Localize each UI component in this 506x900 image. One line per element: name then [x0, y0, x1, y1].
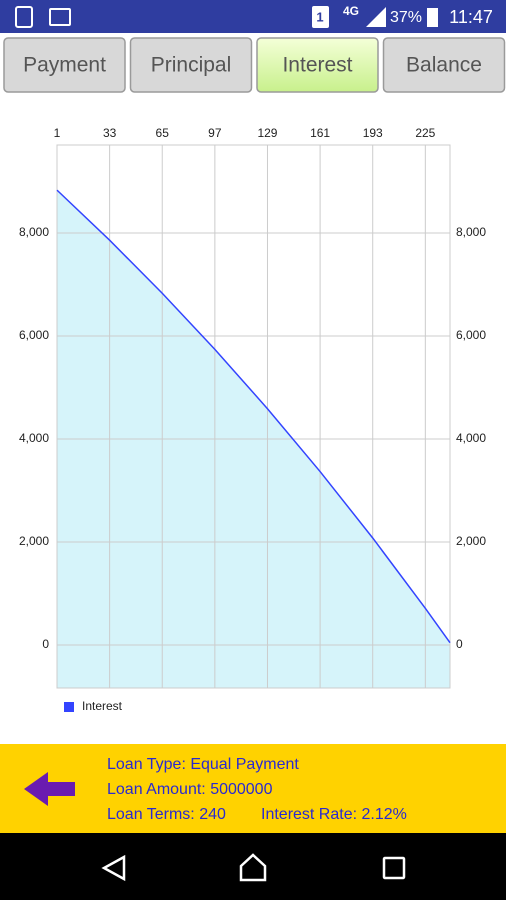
app-icon — [15, 6, 33, 28]
line — [56, 189, 451, 644]
y-tick-label-right: 4,000 — [456, 431, 486, 445]
tab-button[interactable] — [129, 37, 253, 93]
x-tick-label: 161 — [310, 126, 330, 140]
y-tick-label: 8,000 — [19, 225, 49, 239]
x-tick-label: 33 — [103, 126, 117, 140]
nav-recent[interactable] — [382, 856, 406, 880]
plot-frame — [56, 144, 451, 689]
status-bar — [0, 0, 506, 33]
x-tick-label: 65 — [156, 126, 170, 140]
time: 11:47 — [449, 7, 493, 27]
tab-label: Balance — [406, 54, 482, 77]
legend-swatch — [64, 702, 74, 712]
tab-label: Payment — [23, 54, 106, 77]
loan-type: Loan Type: Equal Payment — [107, 756, 299, 773]
interest-rate: Interest Rate: 2.12% — [261, 806, 407, 823]
loan-amount: Loan Amount: 5000000 — [107, 781, 273, 798]
image-icon — [49, 8, 71, 26]
legend-label: Interest — [82, 699, 123, 713]
x-tick-label: 97 — [208, 126, 222, 140]
x-tick-label: 225 — [415, 126, 435, 140]
nav-back[interactable] — [101, 854, 126, 882]
sim-icon — [312, 6, 329, 28]
y-tick-label: 6,000 — [19, 328, 49, 342]
back-button[interactable] — [24, 772, 75, 806]
tab-label: Principal — [151, 54, 232, 77]
battery-label: 37% — [390, 9, 422, 26]
y-tick-label-right: 8,000 — [456, 225, 486, 239]
x-tick-label: 129 — [257, 126, 277, 140]
info-panel — [0, 744, 506, 833]
battery-icon — [427, 8, 438, 27]
tab-button[interactable] — [382, 37, 506, 93]
signal-icon — [366, 7, 386, 27]
x-tick-label: 193 — [363, 126, 383, 140]
sim-label: 1 — [316, 9, 323, 24]
y-tick-label: 4,000 — [19, 431, 49, 445]
y-tick-label-right: 2,000 — [456, 534, 486, 548]
y-tick-label-right: 6,000 — [456, 328, 486, 342]
tab-label: Interest — [282, 54, 352, 77]
tab-button[interactable] — [256, 37, 379, 93]
y-tick-label: 2,000 — [19, 534, 49, 548]
network-label: 4G — [343, 4, 359, 18]
nav-home[interactable] — [239, 853, 267, 882]
y-tick-label-right: 0 — [456, 637, 463, 651]
x-tick-label: 1 — [54, 126, 61, 140]
nav-bar — [0, 833, 506, 900]
y-tick-label: 0 — [42, 637, 49, 651]
tab-button[interactable] — [3, 37, 126, 93]
loan-terms: Loan Terms: 240 — [107, 806, 226, 823]
